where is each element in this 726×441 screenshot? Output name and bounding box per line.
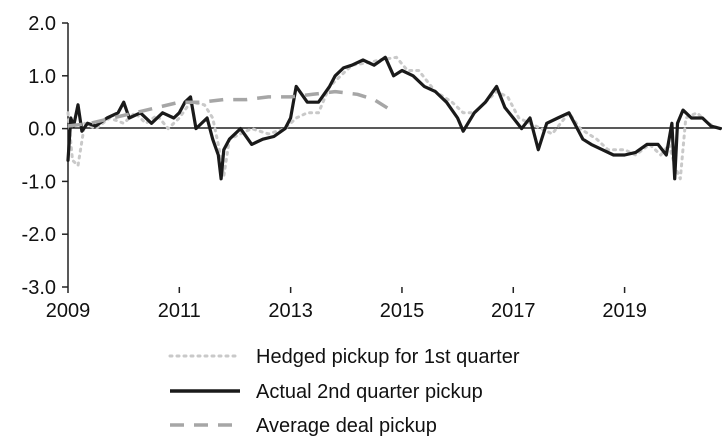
- x-ticks: 2009 2011 2013 2015 2017 2019: [46, 287, 647, 322]
- series-layer: [66, 55, 722, 181]
- legend-item-average: Average deal pickup: [170, 415, 437, 437]
- legend-label-actual: Actual 2nd quarter pickup: [256, 381, 483, 403]
- x-tick-label: 2017: [491, 300, 536, 322]
- legend-item-hedged: Hedged pickup for 1st quarter: [168, 346, 520, 368]
- x-tick-label: 2015: [380, 300, 425, 322]
- legend-label-average: Average deal pickup: [256, 415, 437, 437]
- series-actual-line: [66, 55, 722, 181]
- legend-label-hedged: Hedged pickup for 1st quarter: [256, 346, 520, 368]
- y-tick-label: -2.0: [22, 224, 56, 246]
- x-tick-label: 2011: [158, 300, 201, 322]
- x-tick-label: 2019: [602, 300, 647, 322]
- y-tick-label: -3.0: [22, 277, 56, 299]
- y-tick-label: 2.0: [28, 13, 56, 35]
- series-average-line: [67, 89, 392, 128]
- legend: Hedged pickup for 1st quarter Actual 2nd…: [168, 346, 520, 437]
- x-tick-label: 2013: [268, 300, 313, 322]
- y-ticks: 2.0 1.0 0.0 -1.0 -2.0 -3.0: [22, 13, 68, 299]
- x-tick-label: 2009: [46, 300, 91, 322]
- y-tick-label: 1.0: [28, 66, 56, 88]
- y-tick-label: -1.0: [22, 171, 56, 193]
- y-tick-label: 0.0: [28, 119, 56, 141]
- legend-item-actual: Actual 2nd quarter pickup: [170, 381, 483, 403]
